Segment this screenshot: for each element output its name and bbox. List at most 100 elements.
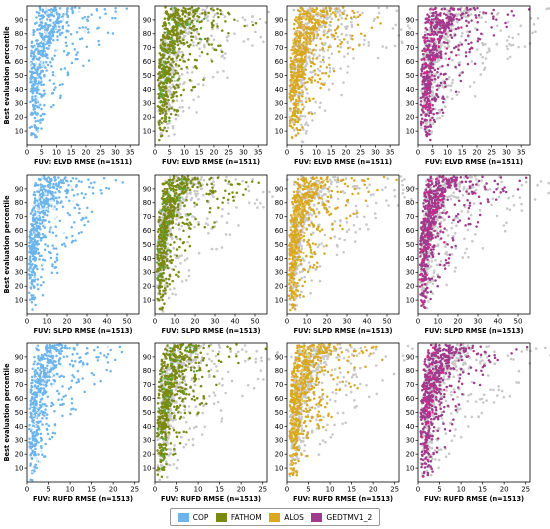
point-cop-alt — [36, 212, 39, 215]
y-tick-label: 10 — [275, 128, 284, 136]
x-tick-label: 0 — [416, 149, 420, 157]
point-cop-alt — [55, 215, 59, 219]
point-fathom — [166, 17, 170, 20]
point-gedtmv1-2 — [439, 24, 442, 28]
point-gedtmv1-2-alt — [431, 38, 434, 41]
point-other — [451, 78, 455, 82]
point-fathom — [190, 35, 193, 38]
point-cop — [41, 211, 45, 214]
point-fathom — [163, 120, 166, 123]
point-fathom — [178, 237, 182, 241]
point-cop — [47, 176, 50, 179]
point-fathom — [173, 42, 177, 46]
point-cop — [53, 23, 57, 27]
point-other — [237, 224, 240, 227]
point-cop — [34, 134, 37, 137]
point-alos — [298, 13, 302, 16]
point-cop — [33, 22, 37, 25]
point-other — [211, 75, 215, 79]
point-cop — [31, 90, 34, 93]
y-tick-label: 80 — [15, 30, 24, 38]
y-tick-label: 40 — [406, 86, 415, 94]
point-fathom — [227, 32, 230, 35]
point-alos-alt — [309, 8, 313, 11]
point-gedtmv1-2-alt — [424, 49, 427, 53]
point-fathom — [174, 235, 178, 239]
point-gedtmv1-2 — [472, 6, 476, 10]
x-tick-label: 30 — [111, 149, 120, 157]
point-fathom — [173, 241, 176, 244]
point-cop — [33, 30, 36, 33]
point-cop — [78, 37, 82, 41]
point-alos — [307, 50, 310, 54]
point-gedtmv1-2 — [439, 21, 443, 25]
point-gedtmv1-2 — [420, 72, 423, 75]
point-alos — [351, 9, 354, 13]
point-gedtmv1-2 — [476, 28, 479, 31]
point-cop — [41, 51, 45, 54]
point-cop — [84, 26, 87, 29]
point-gedtmv1-2 — [435, 54, 438, 57]
point-other — [206, 15, 209, 18]
point-cop-alt — [41, 64, 44, 67]
point-gedtmv1-2 — [425, 28, 429, 31]
point-alos — [312, 48, 315, 51]
point-fathom — [160, 121, 163, 124]
point-gedtmv1-2-alt — [423, 39, 426, 42]
point-gedtmv1-2 — [429, 62, 432, 65]
point-fathom — [190, 6, 194, 9]
point-cop — [29, 273, 32, 277]
point-gedtmv1-2-alt — [426, 48, 429, 51]
point-other — [431, 86, 435, 89]
point-cop — [42, 94, 45, 97]
point-cop — [51, 244, 55, 247]
point-other — [198, 12, 202, 16]
point-cop-alt — [32, 221, 35, 225]
point-other — [200, 187, 204, 190]
point-fathom — [168, 259, 172, 263]
point-fathom — [183, 15, 187, 18]
point-gedtmv1-2 — [438, 30, 442, 33]
point-fathom — [227, 180, 231, 183]
point-other — [436, 28, 439, 32]
point-alos — [288, 107, 292, 110]
point-cop — [44, 188, 47, 192]
point-fathom-alt — [161, 74, 165, 77]
point-alos-alt — [317, 11, 320, 15]
point-cop — [49, 226, 52, 229]
point-cop-alt — [44, 30, 47, 34]
point-alos-alt — [297, 57, 300, 60]
point-other — [433, 80, 436, 84]
point-other — [201, 8, 205, 12]
point-cop — [53, 260, 57, 264]
point-alos — [304, 81, 307, 85]
point-fathom — [180, 31, 183, 34]
point-fathom — [166, 12, 170, 16]
point-fathom — [195, 66, 198, 70]
point-gedtmv1-2 — [495, 18, 498, 21]
point-other — [169, 288, 172, 291]
point-other — [495, 13, 499, 16]
point-other — [406, 24, 410, 28]
point-fathom — [171, 226, 175, 229]
point-fathom — [161, 56, 165, 59]
point-cop — [54, 247, 58, 250]
point-fathom — [177, 270, 180, 274]
point-other — [314, 48, 318, 52]
point-fathom — [178, 58, 182, 62]
point-other — [350, 20, 353, 24]
point-fathom — [210, 191, 214, 194]
point-cop — [82, 217, 85, 220]
point-fathom — [158, 58, 161, 62]
point-cop — [86, 28, 90, 31]
point-cop — [58, 83, 62, 87]
point-gedtmv1-2 — [468, 30, 471, 33]
point-gedtmv1-2 — [428, 129, 431, 132]
point-fathom — [190, 88, 193, 92]
point-fathom — [250, 180, 254, 183]
point-other — [451, 81, 454, 85]
point-fathom — [175, 94, 179, 98]
point-gedtmv1-2-alt — [425, 72, 429, 75]
point-cop — [41, 233, 45, 236]
